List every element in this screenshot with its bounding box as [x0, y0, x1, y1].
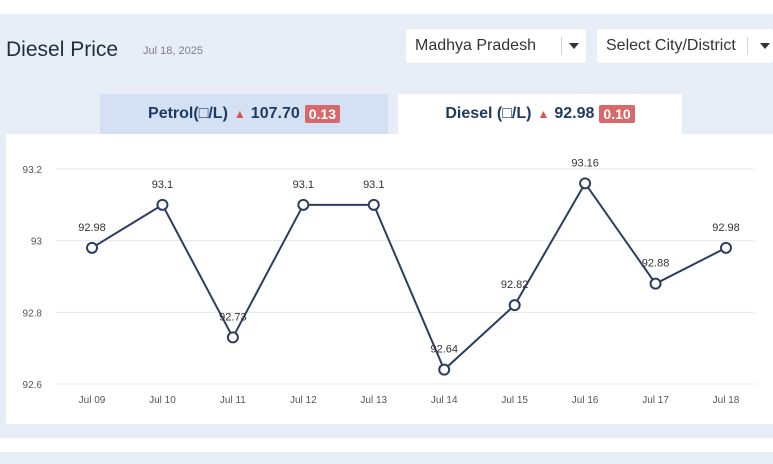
price-date: Jul 18, 2025 [143, 45, 203, 57]
data-point [367, 198, 380, 211]
data-point [86, 241, 98, 254]
data-label: 93.1 [152, 179, 173, 191]
tab-petrol-label: Petrol(□/L) [148, 105, 228, 122]
data-label: 93.1 [363, 179, 384, 191]
chevron-down-icon[interactable] [569, 43, 579, 49]
chevron-down-icon[interactable] [760, 43, 770, 49]
tab-diesel-price: 92.98 [554, 105, 595, 122]
data-point [649, 277, 662, 290]
diesel-price-line-chart: 92.6 92.8 93 93.2 Jul 09 Jul 10 Jul 11 Jul 12 Ju… [23, 157, 754, 406]
data-point [438, 363, 451, 376]
data-label: 93.16 [571, 157, 599, 169]
tab-diesel-change-badge: 0.10 [599, 105, 635, 123]
up-arrow-icon: ▲ [537, 107, 550, 121]
y-tick-label: 92.8 [23, 308, 43, 319]
y-tick-label: 93.2 [23, 165, 43, 176]
tab-petrol-price: 107.70 [250, 105, 300, 122]
state-select-divider [561, 37, 562, 55]
tab-diesel[interactable]: Diesel (□/L) ▲ 92.98 0.10 [398, 94, 682, 134]
state-select-value: Madhya Pradesh [415, 37, 536, 54]
data-point [156, 198, 169, 211]
x-tick-label: Jul 12 [290, 395, 317, 406]
up-arrow-icon: ▲ [233, 107, 246, 121]
data-label: 92.88 [642, 258, 670, 270]
page-title: Diesel Price [6, 38, 119, 61]
data-label: 92.82 [501, 279, 529, 291]
x-tick-label: Jul 10 [149, 395, 176, 406]
tab-diesel-label: Diesel (□/L) [445, 105, 532, 122]
tab-petrol[interactable]: Petrol(□/L) ▲ 107.70 0.13 [100, 94, 388, 134]
x-tick-label: Jul 09 [79, 395, 106, 406]
y-tick-label: 92.6 [23, 380, 43, 391]
x-tick-label: Jul 16 [572, 395, 599, 406]
data-label: 93.1 [293, 179, 314, 191]
city-select-divider [747, 37, 748, 55]
x-tick-label: Jul 17 [642, 395, 669, 406]
data-point [720, 241, 732, 254]
data-point [579, 177, 592, 190]
x-tick-label: Jul 13 [360, 395, 387, 406]
data-label: 92.98 [712, 222, 740, 234]
bottom-panel [0, 452, 773, 464]
series-line [91, 181, 727, 372]
chart-container: 92.6 92.8 93 93.2 Jul 09 Jul 10 Jul 11 Jul 12 Ju… [6, 134, 773, 424]
tab-petrol-change-badge: 0.13 [304, 105, 340, 123]
x-tick-label: Jul 14 [431, 395, 458, 406]
city-select-placeholder: Select City/District [606, 37, 736, 54]
city-select[interactable]: Select City/District [597, 29, 773, 63]
x-tick-label: Jul 11 [220, 395, 246, 406]
data-label: 92.73 [219, 311, 247, 323]
data-label: 92.64 [430, 344, 458, 356]
x-tick-label: Jul 15 [501, 395, 528, 406]
y-tick-label: 93 [31, 237, 43, 248]
data-point [297, 198, 310, 211]
data-point [226, 331, 239, 344]
state-select[interactable]: Madhya Pradesh [406, 29, 586, 63]
data-label: 92.98 [78, 222, 106, 234]
data-point [508, 299, 521, 312]
x-tick-label: Jul 18 [713, 395, 740, 406]
